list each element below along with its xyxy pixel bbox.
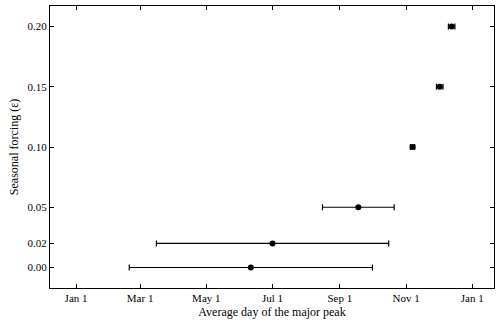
svg-text:May 1: May 1: [192, 292, 220, 304]
svg-text:Sep 1: Sep 1: [327, 292, 352, 304]
svg-text:Jan 1: Jan 1: [65, 292, 88, 304]
svg-text:Nov 1: Nov 1: [392, 292, 419, 304]
svg-text:Mar 1: Mar 1: [127, 292, 154, 304]
svg-text:0.10: 0.10: [28, 141, 48, 153]
svg-text:Average day of the major peak: Average day of the major peak: [198, 305, 345, 319]
svg-text:0.15: 0.15: [28, 81, 48, 93]
svg-text:Seasonal forcing (ε): Seasonal forcing (ε): [7, 99, 21, 195]
svg-text:0.20: 0.20: [28, 20, 48, 32]
svg-text:Jan 1: Jan 1: [461, 292, 484, 304]
svg-text:0.00: 0.00: [28, 261, 48, 273]
svg-text:Jul 1: Jul 1: [262, 292, 283, 304]
svg-text:0.02: 0.02: [28, 237, 47, 249]
svg-text:0.05: 0.05: [28, 201, 48, 213]
